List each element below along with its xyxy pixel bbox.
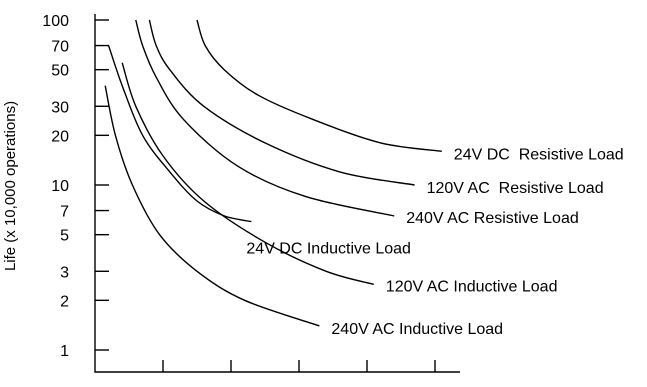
series-label: 24V DC Resistive Load — [454, 146, 624, 163]
x-ticks — [162, 360, 436, 372]
series-label: 240V AC Resistive Load — [406, 210, 579, 227]
y-tick-label: 10 — [51, 178, 69, 195]
series-line — [196, 19, 442, 152]
curve-labels: 24V DC Resistive Load 120V AC Resistive L… — [246, 146, 623, 338]
y-axis-title: Life (x 10,000 operations) — [2, 101, 19, 271]
axes — [94, 14, 460, 373]
y-tick-label: 70 — [51, 39, 69, 56]
series-line — [107, 45, 252, 223]
axis-frame — [94, 14, 460, 373]
y-ticks: 1 2 3 5 7 10 20 30 50 70 100 — [42, 13, 109, 360]
y-tick-label: 3 — [60, 264, 69, 281]
y-tick-label: 2 — [60, 293, 69, 310]
y-tick-label: 30 — [51, 99, 69, 116]
y-tick-label: 20 — [51, 128, 69, 145]
series-line — [148, 19, 415, 186]
y-tick-label: 5 — [60, 228, 69, 245]
y-tick-label: 7 — [60, 204, 69, 221]
series-label: 24V DC Inductive Load — [246, 241, 411, 258]
series-line — [135, 19, 395, 217]
series-line — [104, 85, 320, 327]
series-line — [121, 62, 374, 285]
y-tick-label: 50 — [51, 63, 69, 80]
y-tick-label: 1 — [60, 343, 69, 360]
series-label: 240V AC Inductive Load — [331, 321, 503, 338]
y-tick-label: 100 — [42, 13, 69, 30]
curves — [104, 19, 442, 327]
series-label: 120V AC Resistive Load — [427, 180, 604, 197]
series-label: 120V AC Inductive Load — [386, 278, 558, 295]
